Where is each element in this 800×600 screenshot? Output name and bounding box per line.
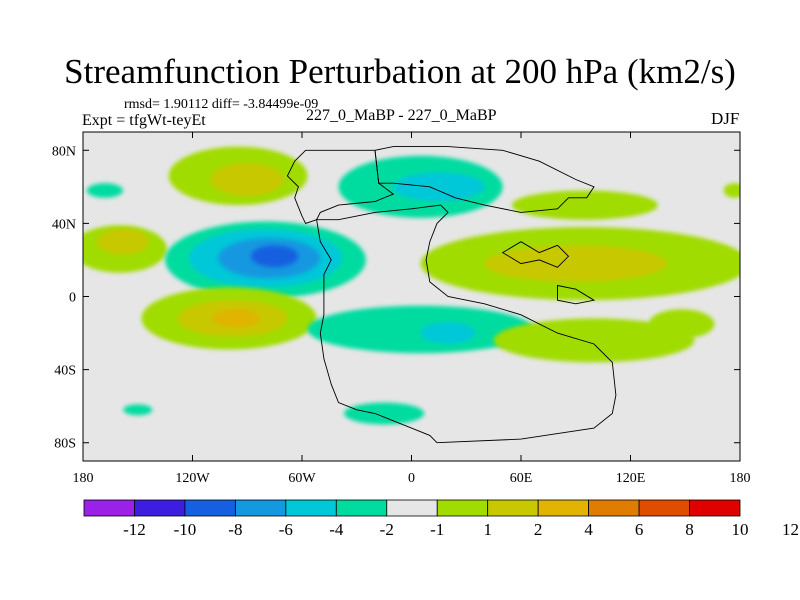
- anomaly-region-21: [343, 402, 425, 425]
- x-tick-label: 180: [730, 471, 751, 486]
- anomaly-region-8: [250, 245, 299, 268]
- anomaly-region-22: [123, 404, 153, 416]
- anomaly-region-4: [86, 183, 124, 198]
- coastline-1: [374, 146, 595, 213]
- chart-title: Streamfunction Perturbation at 200 hPa (…: [64, 52, 736, 91]
- anomaly-region-1: [97, 228, 149, 255]
- anomaly-region-17: [307, 305, 534, 354]
- colorbar-label: -4: [329, 520, 344, 539]
- colorbar-swatch: [134, 499, 186, 517]
- experiment-difference-label: 227_0_MaBP - 227_0_MaBP: [306, 107, 497, 124]
- x-tick-label: 60W: [288, 471, 316, 486]
- y-tick-label: 80N: [52, 144, 76, 159]
- x-tick-label: 180: [73, 471, 94, 486]
- y-tick-label: 40S: [54, 364, 76, 379]
- x-tick-label: 0: [408, 471, 415, 486]
- colorbar-swatch: [487, 499, 539, 517]
- colorbar-swatch: [234, 499, 287, 517]
- colorbar-swatch: [537, 499, 590, 517]
- y-tick-label: 80S: [54, 437, 76, 452]
- colorbar-swatch: [638, 499, 690, 517]
- anomaly-region-18: [420, 322, 476, 345]
- colorbar-label: -2: [380, 520, 394, 539]
- colorbar: -12 -10 -8 -6 -4 -2 -1 1 2 4 6 8 10 12: [83, 499, 799, 539]
- anomaly-region-19: [493, 318, 695, 363]
- anomaly-region-11: [212, 309, 261, 328]
- x-tick-label: 120E: [616, 471, 646, 486]
- coastline-3: [557, 284, 596, 305]
- anomaly-layer: [83, 146, 740, 425]
- colorbar-swatch: [588, 499, 640, 517]
- colorbar-swatch: [83, 499, 135, 517]
- colorbar-label: -1: [430, 520, 444, 539]
- colorbar-label: 2: [534, 520, 543, 539]
- colorbar-label: -10: [174, 520, 197, 539]
- stats-label: rmsd= 1.90112 diff= -3.84499e-09: [124, 97, 319, 112]
- coastline-2: [316, 204, 617, 444]
- colorbar-label: 12: [782, 520, 799, 539]
- anomaly-region-13: [393, 172, 485, 202]
- colorbar-swatch: [335, 499, 388, 517]
- anomaly-region-15: [484, 245, 667, 282]
- colorbar-swatch: [436, 499, 489, 517]
- colorbar-label: 8: [685, 520, 694, 539]
- colorbar-label: -8: [228, 520, 242, 539]
- colorbar-swatch: [184, 499, 236, 517]
- anomaly-region-23: [723, 183, 740, 198]
- axis-ticks: 180 120W 60W 0 60E 120E 180 80N 40N 0 40S 80S: [52, 132, 751, 486]
- experiment-label: Expt = tfgWt-teyEt: [82, 112, 206, 129]
- colorbar-swatch: [386, 499, 438, 517]
- season-label: DJF: [711, 109, 740, 128]
- anomaly-region-3: [210, 163, 284, 196]
- x-tick-label: 120W: [175, 471, 210, 486]
- coastline-layer: [286, 146, 617, 444]
- y-tick-label: 0: [69, 291, 76, 306]
- colorbar-label: -12: [123, 520, 146, 539]
- coastline-4: [501, 241, 570, 268]
- anomaly-region-20: [648, 309, 715, 339]
- colorbar-label: 1: [483, 520, 492, 539]
- anomaly-region-16: [511, 190, 658, 220]
- colorbar-label: -6: [279, 520, 293, 539]
- colorbar-label: 10: [732, 520, 749, 539]
- colorbar-label: 6: [635, 520, 644, 539]
- y-tick-label: 40N: [52, 217, 76, 232]
- colorbar-swatch: [689, 499, 741, 517]
- x-tick-label: 60E: [510, 471, 533, 486]
- colorbar-swatch: [285, 499, 337, 517]
- colorbar-label: 4: [584, 520, 593, 539]
